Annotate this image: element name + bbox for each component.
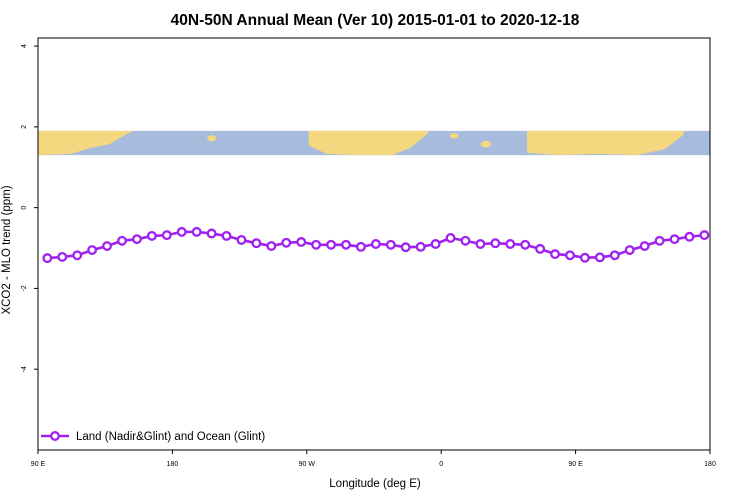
data-point [42,253,53,264]
y-tick-label: 0 [21,206,28,210]
x-tick-label: 180 [704,461,716,468]
map-island [207,135,217,142]
map-island [450,133,459,139]
data-point [684,231,695,242]
x-tick-label: 90 E [31,461,46,468]
data-point [102,241,113,251]
plot-frame [37,37,711,451]
data-point [311,239,322,250]
data-point [355,241,366,252]
data-point [565,250,575,261]
data-point [251,238,262,249]
x-tick-label: 90 E [568,461,583,468]
y-tick-label: 4 [21,44,28,48]
data-point [639,241,650,251]
data-point [176,226,187,237]
data-point [400,242,411,253]
legend: Land (Nadir&Glint) and Ocean (Glint) [41,431,265,443]
legend-label: Land (Nadir&Glint) and Ocean (Glint) [76,431,265,443]
data-point [624,245,635,256]
data-point [72,250,83,261]
data-point [594,252,605,263]
data-point [460,235,471,246]
data-point [385,239,396,250]
data-point [146,230,157,241]
x-tick-label: 180 [167,461,179,468]
data-point [609,250,620,261]
data-point [281,237,292,248]
data-point [430,239,441,249]
data-point [490,238,501,249]
x-tick-label: 0 [439,461,443,468]
data-point [654,235,665,246]
x-axis-label: Longitude (deg E) [329,478,421,490]
legend-marker [50,431,60,441]
data-point [326,239,337,250]
data-point [669,234,680,245]
chart-title: 40N-50N Annual Mean (Ver 10) 2015-01-01 … [171,12,580,29]
map-land [308,130,429,156]
data-point [57,251,68,262]
data-point [191,226,202,237]
data-point [296,237,307,247]
data-point [87,245,98,256]
map-land [38,130,134,156]
data-point [550,249,561,260]
data-point [161,230,172,241]
data-point [475,239,486,249]
axes: 90 E 180 90 W 0 90 E 180 -4 -2 0 2 4 [21,37,716,468]
data-point [341,239,351,250]
data-point [415,241,426,252]
data-point [236,235,247,245]
data-point [699,230,710,241]
y-tick-label: -4 [21,366,28,372]
map-island [480,140,492,148]
series-layer [42,226,710,264]
x-tick-label: 90 W [299,461,316,468]
data-point [579,252,590,263]
data-point [221,230,232,241]
data-point [535,243,546,254]
y-tick-label: 2 [21,125,28,129]
data-point [266,241,277,251]
data-point [505,239,516,249]
data-point [520,239,531,250]
data-point [117,235,127,246]
data-point [131,234,142,245]
map-land [527,130,684,156]
y-axis-label: XCO2 - MLO trend (ppm) [1,185,13,314]
data-point [445,232,456,243]
map-island [76,143,86,150]
data-point [206,228,217,239]
y-tick-label: -2 [21,285,28,291]
data-point [370,239,381,249]
world-map-band [38,130,710,156]
